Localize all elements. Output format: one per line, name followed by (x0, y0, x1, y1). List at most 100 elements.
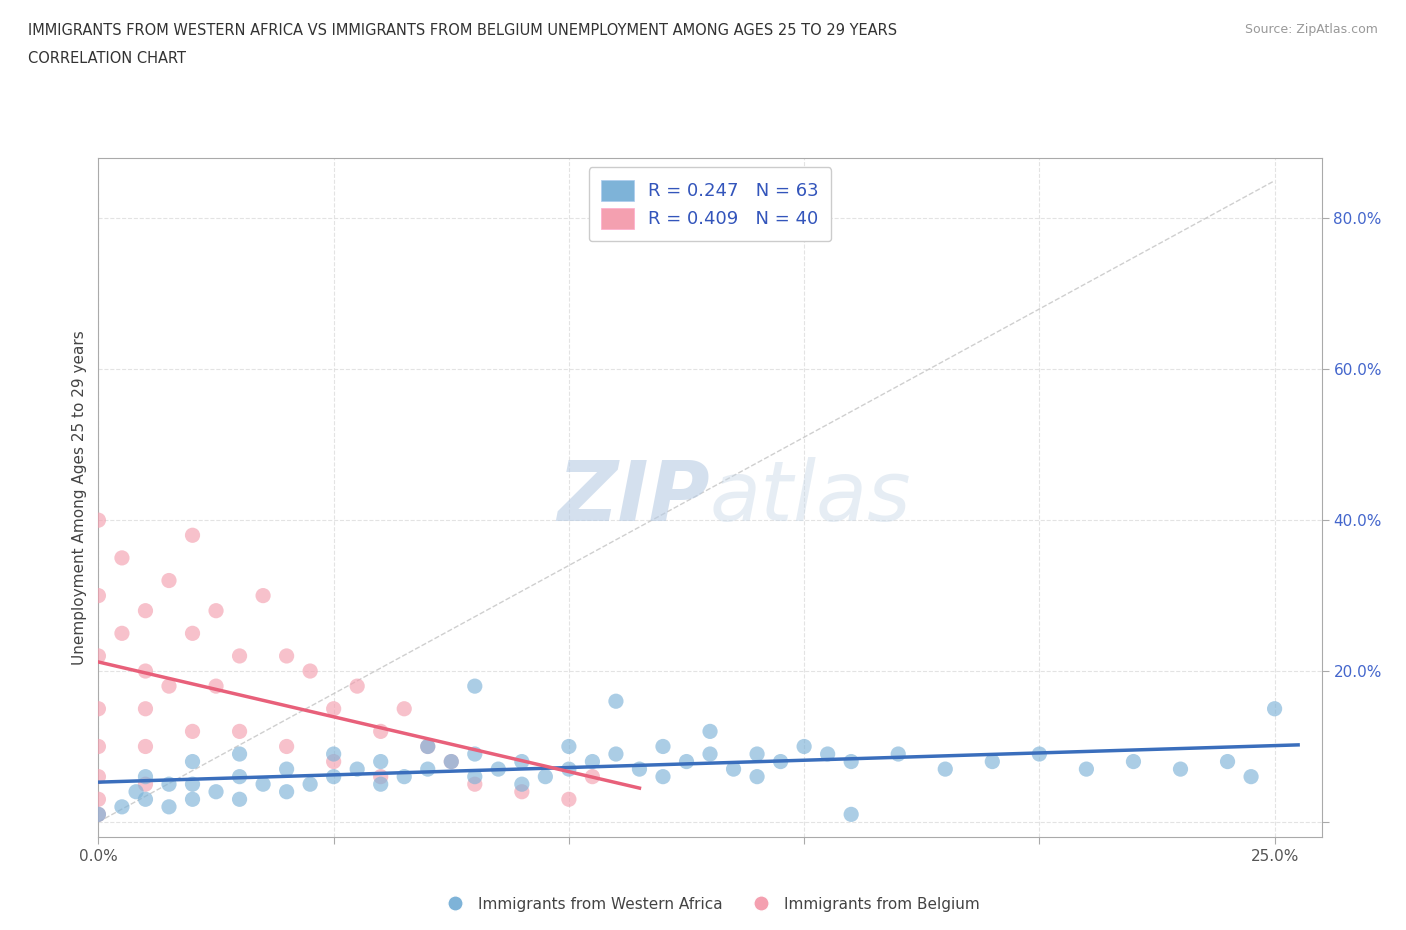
Point (934, 762, 956, 777)
Point (111, 551, 134, 565)
Y-axis label: Unemployment Among Ages 25 to 29 years: Unemployment Among Ages 25 to 29 years (72, 330, 87, 665)
Point (111, 626, 134, 641)
Point (769, 754, 792, 769)
Point (87, 512, 110, 527)
Point (322, 701, 344, 716)
Point (228, 747, 250, 762)
Point (370, 724, 392, 738)
Point (1264, 701, 1286, 716)
Point (558, 762, 581, 777)
Point (839, 754, 862, 769)
Point (416, 762, 439, 777)
Point (370, 769, 392, 784)
Point (839, 807, 862, 822)
Point (87, 701, 110, 716)
Point (299, 777, 322, 791)
Point (464, 747, 486, 762)
Point (299, 664, 322, 679)
Point (392, 701, 416, 716)
Point (793, 739, 815, 754)
Point (605, 747, 627, 762)
Point (87, 588, 110, 603)
Point (558, 739, 581, 754)
Point (134, 769, 156, 784)
Point (125, 784, 148, 799)
Point (1240, 769, 1263, 784)
Point (181, 626, 204, 641)
Point (181, 791, 204, 806)
Point (652, 769, 675, 784)
Point (322, 754, 344, 769)
Point (157, 800, 180, 815)
Point (181, 528, 204, 543)
Text: ZIP: ZIP (557, 457, 710, 538)
Point (276, 762, 298, 777)
Point (87, 791, 110, 806)
Point (464, 679, 486, 694)
Point (87, 739, 110, 754)
Point (205, 679, 228, 694)
Point (887, 747, 910, 762)
Point (464, 769, 486, 784)
Point (581, 754, 603, 769)
Point (228, 791, 250, 806)
Point (346, 679, 368, 694)
Point (134, 791, 156, 806)
Point (111, 800, 134, 815)
Point (440, 754, 463, 769)
Point (1028, 747, 1050, 762)
Point (134, 739, 156, 754)
Point (87, 807, 110, 822)
Point (745, 769, 768, 784)
Point (157, 679, 180, 694)
Point (510, 777, 533, 791)
Point (228, 769, 250, 784)
Point (392, 769, 416, 784)
Point (252, 777, 274, 791)
Point (723, 762, 745, 777)
Point (440, 754, 463, 769)
Text: atlas: atlas (710, 457, 911, 538)
Point (157, 573, 180, 588)
Point (181, 724, 204, 738)
Point (87, 769, 110, 784)
Point (276, 648, 298, 663)
Point (534, 769, 557, 784)
Text: Source: ZipAtlas.com: Source: ZipAtlas.com (1244, 23, 1378, 36)
Point (181, 754, 204, 769)
Point (276, 739, 298, 754)
Point (1076, 762, 1098, 777)
Point (322, 747, 344, 762)
Point (981, 754, 1004, 769)
Point (134, 701, 156, 716)
Point (157, 777, 180, 791)
Point (228, 648, 250, 663)
Point (205, 784, 228, 799)
Point (558, 791, 581, 806)
Point (1122, 754, 1144, 769)
Point (581, 769, 603, 784)
Point (134, 604, 156, 618)
Point (675, 754, 697, 769)
Point (745, 747, 768, 762)
Point (205, 604, 228, 618)
Point (370, 777, 392, 791)
Point (464, 777, 486, 791)
Point (1170, 762, 1192, 777)
Point (252, 588, 274, 603)
Point (346, 762, 368, 777)
Point (652, 739, 675, 754)
Legend: Immigrants from Western Africa, Immigrants from Belgium: Immigrants from Western Africa, Immigran… (434, 890, 986, 918)
Point (134, 664, 156, 679)
Point (228, 724, 250, 738)
Point (486, 762, 509, 777)
Point (1216, 754, 1239, 769)
Text: CORRELATION CHART: CORRELATION CHART (28, 51, 186, 66)
Point (628, 762, 651, 777)
Point (699, 747, 721, 762)
Point (605, 694, 627, 709)
Point (322, 769, 344, 784)
Text: IMMIGRANTS FROM WESTERN AFRICA VS IMMIGRANTS FROM BELGIUM UNEMPLOYMENT AMONG AGE: IMMIGRANTS FROM WESTERN AFRICA VS IMMIGR… (28, 23, 897, 38)
Point (276, 784, 298, 799)
Point (817, 747, 839, 762)
